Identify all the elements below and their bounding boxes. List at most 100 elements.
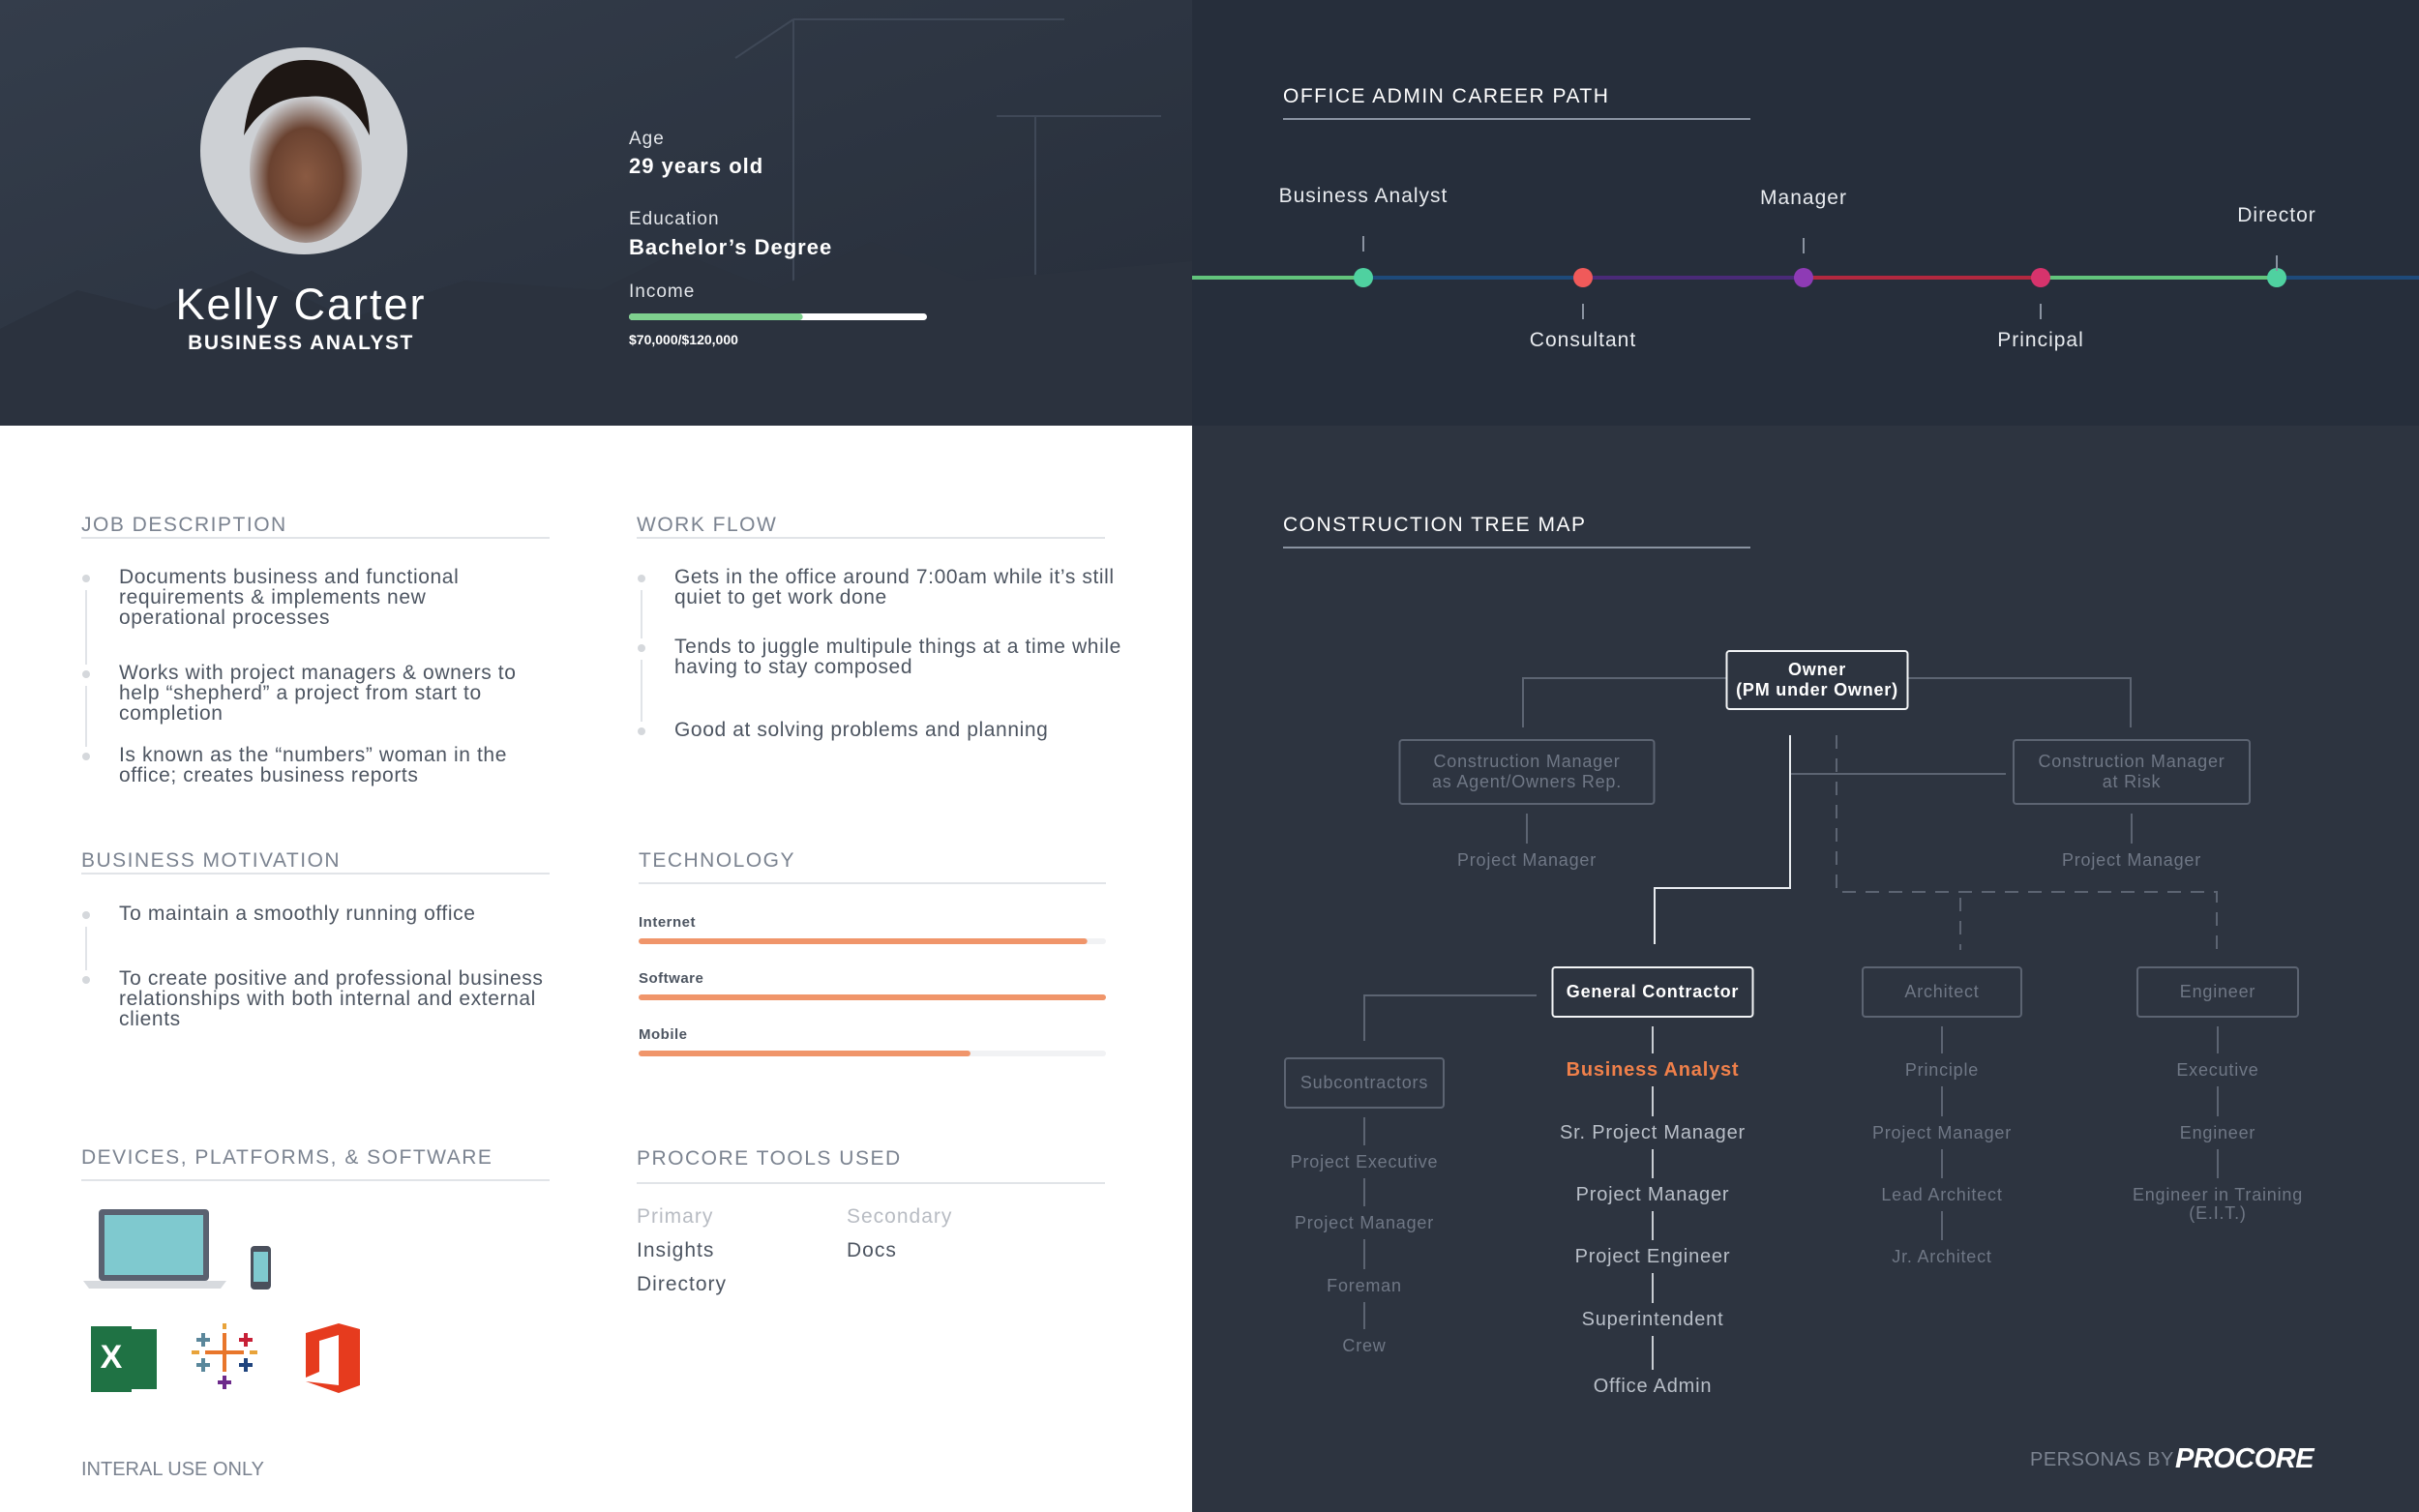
section-title: JOB DESCRIPTION (81, 514, 287, 536)
field-label: Education (629, 209, 720, 229)
field-value: 29 years old (629, 154, 764, 178)
software-icons: X (91, 1323, 360, 1393)
bullet (82, 753, 90, 760)
bullet-text: Works with project managers & owners to … (119, 662, 517, 725)
tree-box (2136, 966, 2299, 1018)
income-label: $70,000/$120,000 (629, 332, 738, 347)
tree-role: Crew (1342, 1336, 1387, 1355)
tree-box (1862, 966, 2022, 1018)
tree-box-label: Owner (1787, 660, 1847, 679)
tree-connector (1522, 677, 1727, 727)
tree-box-label: Subcontractors (1299, 1073, 1429, 1092)
footer-note: INTERAL USE ONLY (81, 1459, 264, 1480)
tree-box (1725, 650, 1909, 710)
career-step: Director (2237, 204, 2316, 226)
skyline (0, 18, 1192, 426)
field-label: Age (629, 129, 665, 149)
device-icons (83, 1209, 271, 1290)
tech-bar (639, 1051, 971, 1056)
bullet (82, 976, 90, 984)
section-title: BUSINESS MOTIVATION (81, 849, 342, 872)
tree-role: Jr. Architect (1892, 1247, 1992, 1266)
section-title: PROCORE TOOLS USED (637, 1147, 902, 1170)
tree-connector (1836, 735, 2218, 950)
bullet-text: Gets in the office around 7:00am while i… (674, 566, 1115, 608)
career-node (2031, 268, 2050, 287)
tree-role: Project Engineer (1574, 1246, 1731, 1267)
career-node (2267, 268, 2286, 287)
career-step: Principal (1997, 329, 2084, 351)
field-label: Income (629, 282, 696, 302)
persona-name: Kelly Carter (175, 280, 427, 329)
tech-label: Mobile (639, 1026, 688, 1043)
bullet (638, 727, 645, 735)
tree-panel (1192, 426, 2419, 1512)
tree-connector (1654, 735, 1791, 944)
tools-label: Secondary (847, 1205, 953, 1228)
tree-role: Business Analyst (1566, 1059, 1740, 1081)
tool: Insights (637, 1239, 715, 1261)
tree-role: Sr. Project Manager (1560, 1122, 1746, 1143)
tree-role: Executive (2176, 1060, 2259, 1080)
field-value: Bachelor’s Degree (629, 235, 833, 259)
tree-box-label: Construction Manager (2038, 752, 2225, 771)
career-panel (1192, 0, 2419, 426)
tree-connector (1363, 994, 1537, 1041)
tree-role: Project Manager (1294, 1213, 1435, 1232)
tree-role: Engineer (2179, 1123, 2256, 1142)
section-title: DEVICES, PLATFORMS, & SOFTWARE (81, 1146, 493, 1169)
tree-box-label: General Contractor (1566, 982, 1740, 1001)
tree-box-label: at Risk (2102, 772, 2162, 791)
tech-bar (639, 994, 1106, 1000)
tree-role: Principle (1904, 1060, 1980, 1080)
tech-label: Internet (639, 914, 697, 931)
tree-box (1551, 966, 1754, 1018)
tree-box (2013, 739, 2251, 805)
tree-role: Lead Architect (1881, 1185, 2003, 1204)
bullet-text: Good at solving problems and planning (674, 719, 1049, 741)
bullet (82, 670, 90, 678)
career-node (1794, 268, 1813, 287)
section-title: OFFICE ADMIN CAREER PATH (1283, 85, 1610, 107)
avatar-hair (244, 59, 370, 135)
tree-box (1398, 739, 1656, 805)
tree-role: Project Manager (1456, 850, 1598, 870)
footer-brand: PROCORE (2175, 1443, 2314, 1474)
income-bar (629, 313, 803, 320)
section-title: TECHNOLOGY (639, 849, 796, 872)
tree-role: Engineer in Training (E.I.T.) (2132, 1185, 2304, 1223)
tree-box-label: (PM under Owner) (1736, 680, 1898, 699)
bullet (638, 644, 645, 652)
tree-role: Project Manager (1575, 1184, 1730, 1205)
avatar-face (250, 96, 362, 243)
career-step: Consultant (1529, 329, 1637, 351)
tree-box (1284, 1057, 1445, 1109)
section-title: WORK FLOW (637, 514, 778, 536)
career-step: Manager (1760, 187, 1847, 209)
bullet-text: To maintain a smoothly running office (119, 903, 476, 925)
bullet-text: To create positive and professional busi… (119, 967, 544, 1030)
tree-box-label: Architect (1904, 982, 1980, 1001)
tree-role: Project Manager (1871, 1123, 2013, 1142)
bullet (82, 575, 90, 582)
tree-role: Project Executive (1290, 1152, 1439, 1171)
section-title: CONSTRUCTION TREE MAP (1283, 514, 1587, 536)
tree-role: Office Admin (1593, 1376, 1713, 1397)
persona-role: BUSINESS ANALYST (188, 332, 414, 354)
svg-text:X: X (101, 1339, 123, 1376)
career-node (1573, 268, 1593, 287)
tech-bar (639, 938, 1088, 944)
tool: Docs (847, 1239, 897, 1261)
bullet-text: Tends to juggle multipule things at a ti… (674, 636, 1121, 678)
bullet (638, 575, 645, 582)
tree-role: Project Manager (2061, 850, 2202, 870)
tree-box-label: Construction Manager (1433, 752, 1621, 771)
tech-label: Software (639, 970, 704, 987)
bullet-text: Is known as the “numbers” woman in the o… (119, 744, 507, 786)
tool: Directory (637, 1273, 728, 1295)
tree-connector (1908, 677, 2132, 727)
career-step: Business Analyst (1278, 185, 1448, 207)
footer-credit: PERSONAS BY (2030, 1449, 2174, 1470)
